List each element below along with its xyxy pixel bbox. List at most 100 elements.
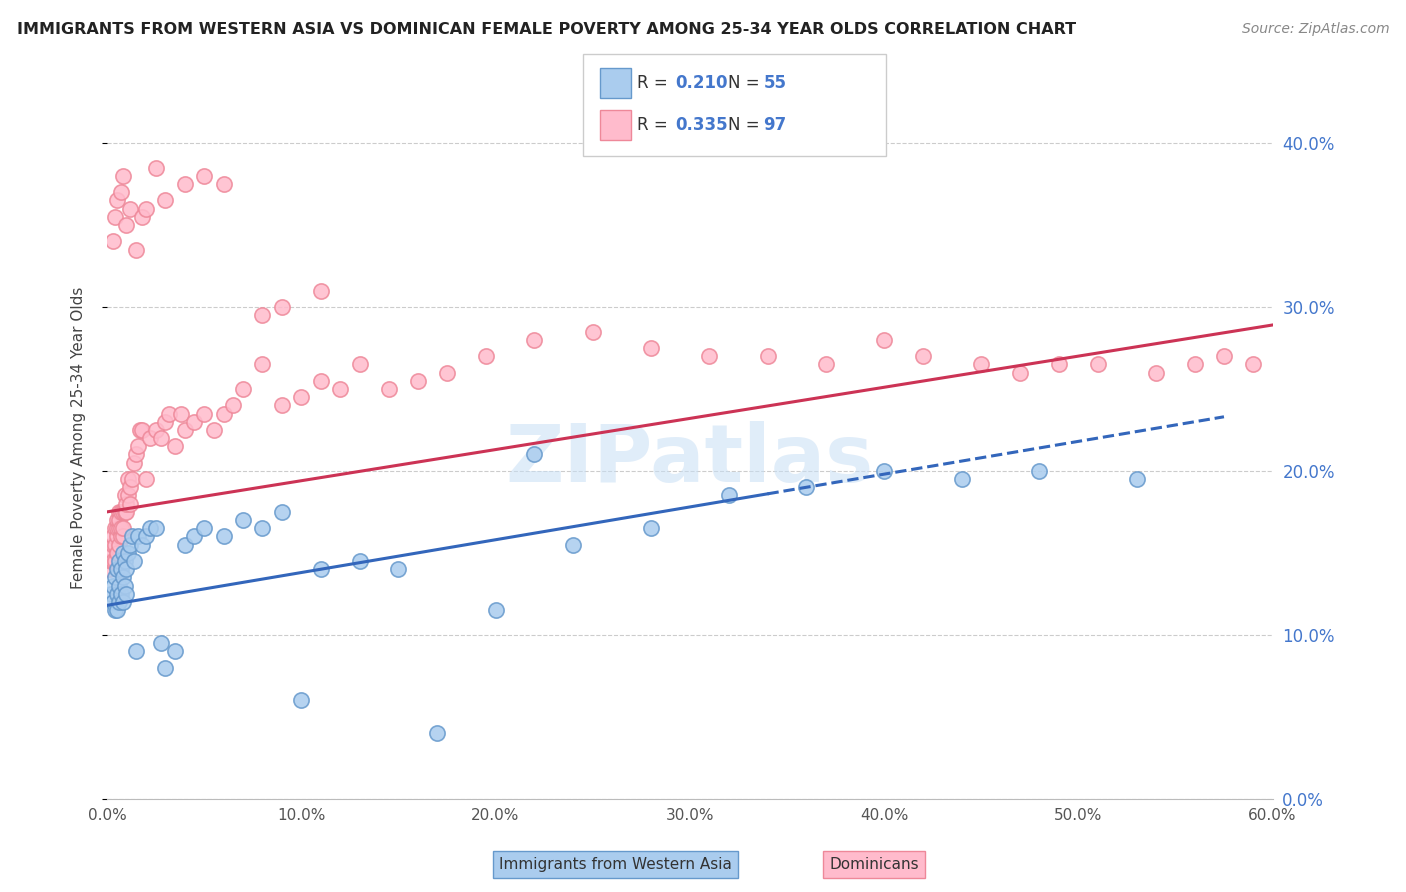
Point [101,595,124,609]
Point [349,357,371,371]
Point [121,472,143,486]
Text: N =: N = [728,74,765,92]
Point [114,505,136,519]
Point [145,521,167,535]
Text: R =: R = [637,74,673,92]
Point [107,595,129,609]
Point [756,349,779,363]
Point [157,407,180,421]
Point [104,603,127,617]
Point [193,407,215,421]
Point [145,161,167,175]
Point [212,177,235,191]
Point [406,374,429,388]
Point [135,202,157,216]
Point [290,390,312,404]
Text: N =: N = [728,116,765,134]
Point [252,521,274,535]
Point [309,374,332,388]
Point [309,562,332,576]
Point [377,382,399,396]
Point [796,480,818,494]
Point [232,382,254,396]
Point [193,521,215,535]
Point [115,497,138,511]
Text: Dominicans: Dominicans [830,857,920,872]
Text: 55: 55 [763,74,786,92]
Point [911,349,934,363]
Point [183,529,205,543]
Point [125,448,148,462]
Point [101,235,124,249]
Point [1213,349,1236,363]
Point [717,488,740,502]
Point [150,431,173,445]
Point [135,529,157,543]
Point [387,562,409,576]
Point [950,472,973,486]
Point [101,529,124,543]
Point [1087,357,1109,371]
Point [107,554,129,568]
Point [155,194,177,208]
Point [114,579,136,593]
Point [104,210,127,224]
Point [212,529,235,543]
Point [105,513,128,527]
Text: Immigrants from Western Asia: Immigrants from Western Asia [499,857,733,872]
Point [252,308,274,322]
Point [1184,357,1206,371]
Point [1144,366,1167,380]
Point [173,538,195,552]
Point [484,603,506,617]
Point [122,456,145,470]
Text: 97: 97 [763,116,787,134]
Point [170,407,193,421]
Point [873,333,896,347]
Point [131,210,153,224]
Point [125,243,148,257]
Point [111,546,134,560]
Point [105,587,128,601]
Point [475,349,498,363]
Point [111,529,134,543]
Point [127,439,149,453]
Point [697,349,720,363]
Point [165,439,187,453]
Point [115,562,138,576]
Text: Source: ZipAtlas.com: Source: ZipAtlas.com [1241,22,1389,37]
Point [202,423,225,437]
Point [120,480,142,494]
Point [155,415,177,429]
Point [970,357,993,371]
Y-axis label: Female Poverty Among 25-34 Year Olds: Female Poverty Among 25-34 Year Olds [72,287,86,590]
Point [115,587,138,601]
Point [100,546,122,560]
Point [110,529,132,543]
Text: R =: R = [637,116,673,134]
Point [111,169,134,183]
Point [107,521,129,535]
Text: 0.210: 0.210 [675,74,727,92]
Point [309,284,332,298]
Point [173,423,195,437]
Point [114,554,136,568]
Point [105,562,128,576]
Point [122,554,145,568]
Point [111,505,134,519]
Point [120,538,142,552]
Point [114,488,136,502]
Point [105,529,128,543]
Point [131,423,153,437]
Point [105,603,128,617]
Point [125,644,148,658]
Point [523,448,546,462]
Point [110,562,132,576]
Point [121,529,143,543]
Point [1241,357,1264,371]
Point [110,521,132,535]
Point [814,357,837,371]
Point [107,579,129,593]
Point [173,177,195,191]
Point [139,521,162,535]
